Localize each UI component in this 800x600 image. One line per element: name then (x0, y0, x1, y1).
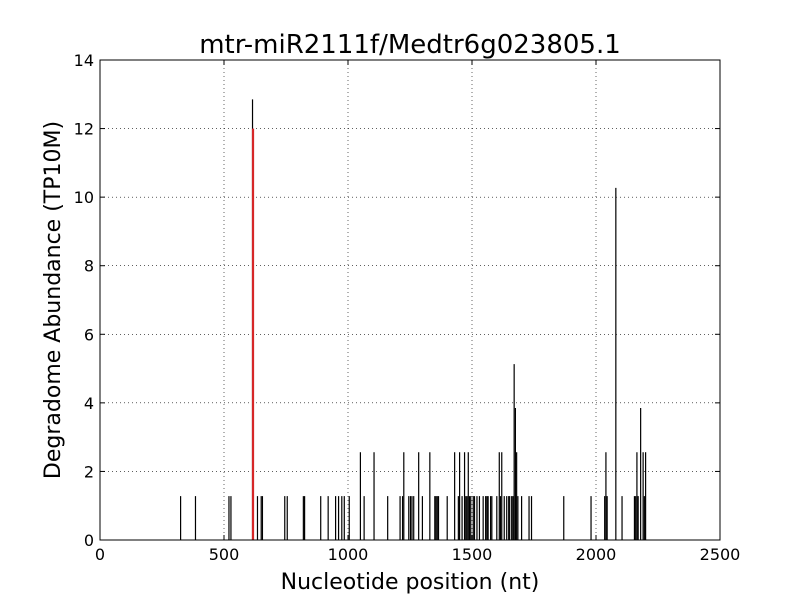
plot-frame (99, 59, 721, 541)
y-tick-label: 12 (74, 120, 94, 139)
x-tick-label: 2500 (700, 545, 741, 564)
y-axis-ticks: 0 2 4 6 8 10 12 14 (74, 51, 720, 550)
y-tick-label: 0 (84, 531, 94, 550)
y-tick-label: 4 (84, 394, 94, 413)
chart-title: mtr-miR2111f/Medtr6g023805.1 (199, 30, 621, 60)
x-tick-label: 0 (95, 545, 105, 564)
y-tick-label: 6 (84, 325, 94, 344)
y-axis-title: Degradome Abundance (TP10M) (41, 121, 66, 479)
x-tick-label: 2000 (576, 545, 617, 564)
y-tick-label: 8 (84, 257, 94, 276)
x-tick-label: 500 (209, 545, 240, 564)
x-axis-title: Nucleotide position (nt) (281, 570, 540, 595)
x-axis-ticks: 0 500 1000 1500 2000 2500 (95, 60, 740, 564)
y-tick-label: 14 (74, 51, 94, 70)
x-tick-label: 1500 (452, 545, 493, 564)
abundance-bars (180, 99, 647, 540)
y-tick-label: 2 (84, 462, 94, 481)
y-tick-label: 10 (74, 188, 94, 207)
x-tick-label: 1000 (328, 545, 369, 564)
grid-lines (100, 60, 720, 540)
